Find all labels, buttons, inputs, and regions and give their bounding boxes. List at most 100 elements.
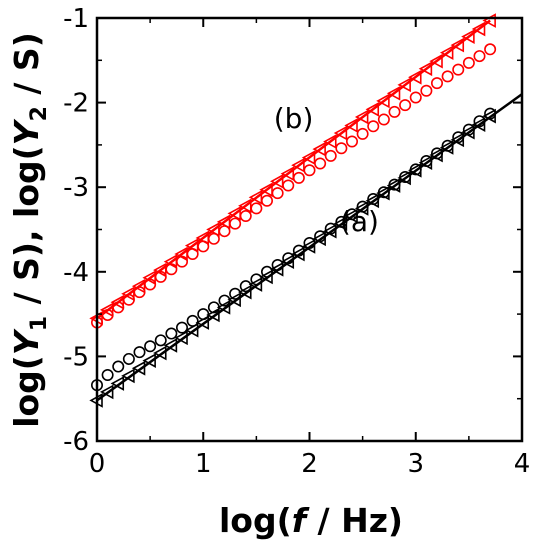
data-point-triangle xyxy=(216,299,231,315)
axis-ticks: 0 1 2 3 4 -6 -5 -4 -3 -2 -1 xyxy=(63,4,530,479)
data-point-circle xyxy=(144,340,157,353)
data-point-triangle xyxy=(131,360,146,376)
data-point-circle xyxy=(239,209,252,222)
data-point-circle xyxy=(154,334,167,347)
x-axis-title: log(f / Hz) xyxy=(219,501,403,540)
data-point-triangle xyxy=(312,231,326,247)
data-point-circle xyxy=(282,179,295,192)
data-point-triangle xyxy=(174,246,188,262)
data-point-circle xyxy=(484,43,497,56)
data-point-triangle xyxy=(269,261,284,277)
data-point-triangle xyxy=(291,157,305,173)
data-point-triangle xyxy=(195,230,210,246)
data-point-triangle xyxy=(142,270,156,286)
data-point-triangle xyxy=(248,190,263,205)
data-point-triangle xyxy=(354,109,369,125)
data-point-triangle xyxy=(269,173,284,189)
data-point-triangle xyxy=(184,238,199,253)
data-point-circle xyxy=(377,113,390,126)
data-point-circle xyxy=(388,105,401,118)
data-point-circle xyxy=(250,202,263,215)
data-point-triangle xyxy=(99,384,114,400)
data-point-triangle xyxy=(142,353,156,368)
data-point-triangle xyxy=(344,208,358,224)
data-point-triangle xyxy=(323,223,337,239)
data-point-circle xyxy=(345,135,358,148)
data-point-triangle xyxy=(461,124,475,140)
y-tick-label: -1 xyxy=(63,4,89,34)
fit-line xyxy=(96,93,523,402)
data-point-circle xyxy=(133,346,146,359)
data-point-triangle xyxy=(386,178,401,193)
y-tick-label: -5 xyxy=(63,342,89,372)
data-point-circle xyxy=(356,127,369,140)
y-tick-label: -3 xyxy=(63,173,89,203)
data-point-triangle xyxy=(397,77,411,93)
data-point-triangle xyxy=(376,93,390,109)
data-point-circle xyxy=(473,50,486,63)
data-point-triangle xyxy=(482,108,496,124)
data-point-triangle xyxy=(312,141,326,157)
data-point-triangle xyxy=(216,214,231,230)
x-tick-label: 0 xyxy=(89,449,106,479)
series-annotation: (a) xyxy=(340,205,379,238)
data-point-triangle xyxy=(259,269,273,285)
data-point-triangle xyxy=(206,222,220,237)
data-point-circle xyxy=(229,217,242,230)
y-axis-title: log(Y1 / S), log(Y2 / S) xyxy=(7,32,52,428)
data-point-triangle xyxy=(461,29,475,44)
data-point-triangle xyxy=(365,102,380,117)
data-point-triangle xyxy=(280,166,295,182)
data-point-circle xyxy=(122,352,135,365)
data-point-triangle xyxy=(471,21,486,37)
annotations: (a) (b) xyxy=(274,102,379,238)
data-point-triangle xyxy=(227,206,241,221)
data-point-triangle xyxy=(471,117,486,132)
data-point-triangle xyxy=(99,302,114,318)
data-point-circle xyxy=(367,120,380,133)
data-point-triangle xyxy=(291,246,305,262)
data-point-triangle xyxy=(439,140,454,155)
data-point-triangle xyxy=(248,277,263,292)
data-point-circle xyxy=(303,164,316,177)
data-point-circle xyxy=(409,91,422,104)
plot-frame xyxy=(95,16,524,443)
data-point-circle xyxy=(441,70,454,83)
data-point-circle xyxy=(335,142,348,155)
data-point-circle xyxy=(292,171,305,184)
data-point-triangle xyxy=(418,155,433,171)
x-tick-label: 3 xyxy=(407,449,424,479)
data-point-triangle xyxy=(121,368,135,384)
data-point-circle xyxy=(420,84,433,97)
data-point-circle xyxy=(165,327,178,340)
data-point-circle xyxy=(176,321,189,334)
data-point-circle xyxy=(271,187,284,200)
data-point-triangle xyxy=(227,292,241,308)
data-point-triangle xyxy=(450,37,465,53)
data-point-triangle xyxy=(163,254,178,269)
y-tick-label: -2 xyxy=(63,89,89,119)
data-series xyxy=(89,13,497,408)
data-point-circle xyxy=(101,369,114,382)
data-point-triangle xyxy=(238,198,252,214)
data-point-circle xyxy=(314,157,327,170)
x-tick-label: 1 xyxy=(195,449,212,479)
data-point-triangle xyxy=(110,376,125,391)
data-point-triangle xyxy=(354,201,369,216)
data-point-circle xyxy=(452,63,465,76)
data-point-triangle xyxy=(301,150,316,165)
data-point-triangle xyxy=(408,162,422,178)
data-point-triangle xyxy=(429,53,443,69)
data-point-triangle xyxy=(206,307,220,323)
data-point-triangle xyxy=(429,147,443,163)
y-tick-label: -4 xyxy=(63,258,89,288)
data-point-triangle xyxy=(344,118,358,133)
data-point-triangle xyxy=(184,322,199,338)
data-point-triangle xyxy=(238,284,252,300)
data-point-triangle xyxy=(333,216,348,231)
data-point-triangle xyxy=(195,315,210,330)
x-tick-label: 4 xyxy=(514,449,531,479)
data-point-triangle xyxy=(323,134,337,149)
data-point-circle xyxy=(260,194,273,207)
